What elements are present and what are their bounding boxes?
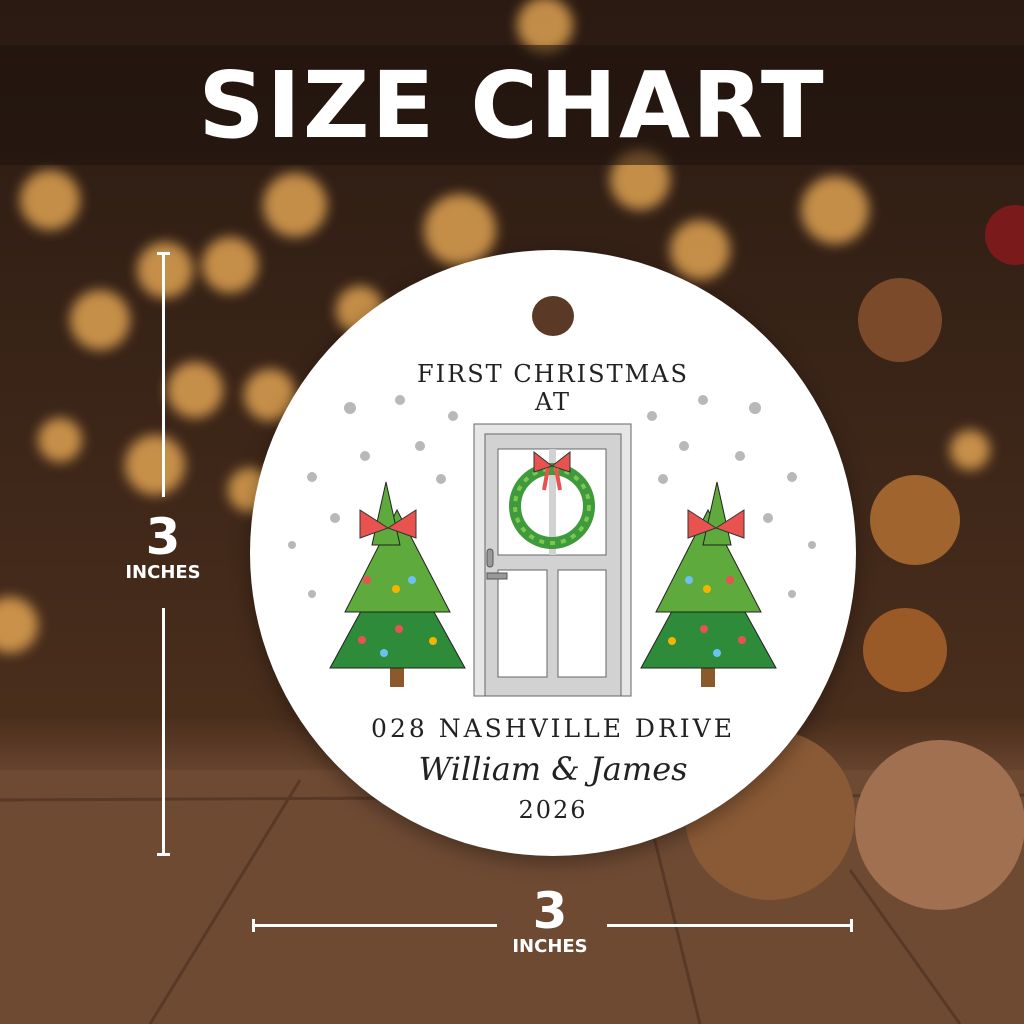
ornament-year: 2026 [518, 796, 588, 824]
height-dimension-line-top [162, 252, 165, 497]
wreath-icon [509, 450, 595, 549]
heading-line-2: AT [534, 388, 572, 416]
width-cap-left [252, 919, 255, 932]
width-label: 3 INCHES [500, 886, 600, 957]
width-dimension-line-left [252, 924, 497, 927]
heading-line-1: FIRST CHRISTMAS [417, 360, 689, 388]
tree-left-icon [329, 481, 466, 687]
ornament-names: William & James [418, 750, 688, 788]
page-title: SIZE CHART [198, 51, 826, 159]
ornament-address: 028 NASHVILLE DRIVE [371, 714, 735, 743]
ornament-heading: FIRST CHRISTMAS AT [250, 360, 856, 416]
width-unit: INCHES [512, 936, 588, 957]
height-unit: INCHES [125, 562, 201, 583]
snowflake-icons [288, 395, 816, 598]
width-value: 3 [532, 882, 568, 940]
height-cap-top [157, 252, 170, 255]
title-banner: SIZE CHART [0, 45, 1024, 165]
height-cap-bottom [157, 853, 170, 856]
height-value: 3 [145, 508, 181, 566]
height-dimension-line-bottom [162, 608, 165, 856]
height-label: 3 INCHES [113, 512, 213, 583]
width-dimension-line-right [607, 924, 853, 927]
width-cap-right [850, 919, 853, 932]
ornament-hole [532, 296, 574, 336]
tree-right-icon [640, 481, 777, 687]
